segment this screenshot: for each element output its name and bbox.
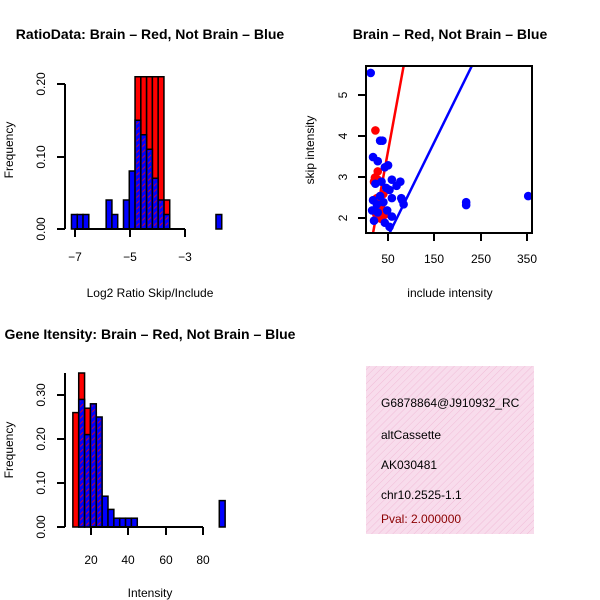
brain-point [371,126,380,135]
scatter-plot-box [365,65,533,234]
ratio-y-tick-label: 0.00 [34,217,48,241]
info-panel: G6878864@J910932_RC altCassette AK030481… [366,366,534,534]
intensity-y-tick-label: 0.00 [34,515,48,539]
info-pval: Pval: 2.000000 [381,512,461,526]
intensity-histogram-panel: Gene Itensity: Brain – Red, Not Brain – … [2,326,296,600]
not-brain-bar [105,199,113,230]
not-brain-point [366,68,376,78]
not-brain-point [523,191,532,201]
scatter-y-axis-label: skip intensity [303,116,317,185]
not-brain-point [372,199,382,209]
brain-bar [72,411,80,528]
scatter-points [366,68,532,232]
info-accession: AK030481 [381,458,437,472]
scatter-y-tick-label: 2 [336,214,350,221]
scatter-x-axis-label: include intensity [407,286,492,300]
ratio-x-tick-label: −3 [178,250,192,264]
intensity-histogram-title: Gene Itensity: Brain – Red, Not Brain – … [5,326,296,342]
overlap-hatch [142,136,146,228]
not-brain-bar [113,517,121,528]
not-brain-point [373,156,383,166]
intensity-x-axis-label: Intensity [128,586,173,600]
not-brain-bar [124,517,133,528]
intensity-y-tick-label: 0.30 [34,383,48,407]
overlap-hatch [153,179,157,228]
not-brain-point [397,195,407,205]
ratio-histogram-title: RatioData: Brain – Red, Not Brain – Blue [16,26,285,42]
ratio-y-tick-label: 0.20 [34,72,48,96]
not-brain-point [373,208,383,217]
overlap-hatch [97,418,101,526]
overlap-hatch [91,405,95,526]
scatter-y-tick-label: 4 [336,132,350,139]
not-brain-point [385,185,394,195]
not-brain-bar [122,199,131,230]
overlap-hatch [86,436,89,526]
info-panel-hatch [366,366,534,534]
scatter-x-tick-label: 250 [471,252,491,266]
intensity-x-tick-label: 60 [159,553,173,567]
intensity-scatter-panel: Brain – Red, Not Brain – Blue 50 150 250… [303,26,547,300]
not-brain-bar [218,499,226,528]
not-brain-point [369,216,379,225]
not-brain-bar [76,213,84,230]
intensity-x-tick-label: 20 [84,553,98,567]
intensity-y-tick-label: 0.10 [34,471,48,495]
info-locus: chr10.2525-1.1 [381,488,462,502]
not-brain-bar [101,495,109,528]
overlap-hatch [148,150,151,228]
not-brain-point [382,206,392,215]
not-brain-point [380,163,390,172]
not-brain-point [387,212,397,221]
scatter-x-tick-label: 350 [517,252,537,266]
scatter-y-tick-label: 3 [336,173,350,180]
overlap-hatch [136,121,140,228]
brain-point [373,167,383,176]
scatter-x-tick-label: 50 [381,252,395,266]
ratio-x-axis-label: Log2 Ratio Skip/Include [87,286,214,300]
overlap-hatch [80,400,84,526]
overlap-hatch [165,216,169,228]
overlap-hatch [159,201,163,228]
ratio-y-axis-label: Frequency [2,122,16,179]
not-brain-bar [82,213,90,230]
ratio-y-tick-label: 0.10 [34,145,48,169]
intensity-x-tick-label: 80 [196,553,210,567]
not-brain-bar [70,213,78,230]
scatter-y-tick-label: 5 [336,91,350,98]
info-event-type: altCassette [381,428,441,442]
not-brain-point [387,175,397,184]
intensity-histogram-bars [72,372,226,528]
intensity-y-axis-label: Frequency [2,422,16,479]
scatter-title: Brain – Red, Not Brain – Blue [353,26,548,42]
not-brain-bar [111,213,119,230]
ratio-x-tick-label: −7 [68,250,82,264]
not-brain-bar [128,170,136,230]
not-brain-bar [118,517,127,528]
not-brain-point [396,177,405,187]
not-brain-point [385,222,394,232]
not-brain-bar [215,213,223,230]
intensity-y-tick-label: 0.20 [34,427,48,451]
not-brain-point [387,193,397,203]
not-brain-point [461,200,471,210]
ratio-histogram-panel: RatioData: Brain – Red, Not Brain – Blue… [2,26,284,300]
ratio-histogram-bars [70,76,223,230]
not-brain-point [371,179,380,189]
intensity-x-tick-label: 40 [121,553,135,567]
ratio-x-tick-label: −5 [123,250,137,264]
not-brain-point [378,136,387,145]
not-brain-bar [107,508,115,528]
scatter-x-tick-label: 150 [424,252,444,266]
not-brain-point [379,197,388,207]
info-probe-id: G6878864@J910932_RC [381,396,520,410]
not-brain-bar [130,517,139,528]
